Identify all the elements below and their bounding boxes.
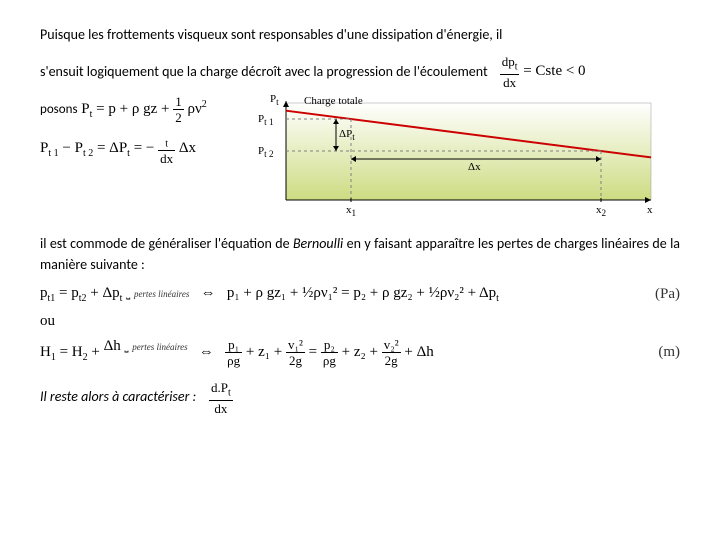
eqm-v2: v₂² <box>382 338 401 353</box>
eqpa-brace-label: pertes linéaires <box>134 289 189 299</box>
intro-line-1: Puisque les frottements visqueux sont re… <box>40 24 680 45</box>
eqm-z2: + z₂ + <box>342 344 382 360</box>
eqpa-lhs1: p <box>40 285 48 301</box>
intro-line-2-row: s'ensuit logiquement que la charge décro… <box>40 55 680 89</box>
pt-frac-den: 2 <box>173 110 184 124</box>
pt-sub: t <box>90 109 93 120</box>
chart-pt2: Pt 2 <box>258 145 274 159</box>
diff-eq2: = − <box>134 140 155 156</box>
eqpa-lhs2-sub: t2 <box>79 293 87 304</box>
diff-lhs-a-sub: t 1 <box>48 148 58 159</box>
eqm-iff: ⇔ <box>199 344 214 360</box>
eq-dptdx-den: dx <box>500 75 520 89</box>
eq-dptdx: dpt dx = Cste < 0 <box>500 55 586 89</box>
eqpa-lhs1-sub: t1 <box>48 293 56 304</box>
footer-num: d.P <box>211 380 228 395</box>
eqpa-unit: (Pa) <box>655 286 680 303</box>
eqpa-rhs-tail-sub: t <box>496 293 499 304</box>
eqm-2g1: 2g <box>286 353 305 367</box>
eqm-eqs: = H <box>60 344 83 360</box>
eqm-brace-label: pertes linéaires <box>132 342 187 352</box>
diff-lhs-b-sub: t 2 <box>83 148 93 159</box>
eqm-eq: = <box>309 344 321 360</box>
chart-x1: x1 <box>346 204 356 218</box>
diff-lhs-b: P <box>75 140 83 156</box>
pt-frac-num: 1 <box>173 95 184 110</box>
chart-x2: x2 <box>596 204 606 218</box>
left-definitions: posons Pt = p + ρ gz + 12 ρν2 Pt 1 − Pt … <box>40 95 225 174</box>
eqm-plus: + <box>91 344 103 360</box>
diff-tail: Δx <box>179 140 196 156</box>
intro-line-2: s'ensuit logiquement que la charge décro… <box>40 63 488 80</box>
eqm-v1: v₁² <box>286 338 305 353</box>
eqm-lhs1-sub: 1 <box>51 352 56 363</box>
chart-pt1: Pt 1 <box>258 113 274 127</box>
eqm-p1: p₁ <box>225 338 242 353</box>
pt-rhs-b: ρν <box>187 101 201 117</box>
figure-block: posons Pt = p + ρ gz + 12 ρν2 Pt 1 − Pt … <box>40 95 680 225</box>
chart: Charge totale Pt Pt 1 Pt 2 ΔPt Δx x1 x2 x <box>241 95 661 225</box>
eqm-rhog1: ρg <box>225 353 242 367</box>
diff-eq-sub: t <box>127 148 130 159</box>
eqm-2g2: 2g <box>382 353 401 367</box>
diff-minus: − <box>62 140 74 156</box>
pt-exp: 2 <box>202 99 207 110</box>
ou-label: ou <box>40 310 680 333</box>
eqpa-plus: + <box>90 285 102 301</box>
chart-dx: Δx <box>468 161 481 173</box>
eqpa-brace-sub: t <box>120 293 123 304</box>
eqpa-eqs: = p <box>59 285 79 301</box>
eqm-lhs1: H <box>40 344 51 360</box>
eqm-z1: + z₁ + <box>246 344 286 360</box>
eq-pa-row: pt1 = pt2 + Δpt ⎵ pertes linéaires ⇔ p₁ … <box>40 285 680 304</box>
eqpa-brace: Δp <box>103 285 120 301</box>
diff-frac-num-sub: t <box>165 138 168 149</box>
chart-title: Charge totale <box>304 95 363 107</box>
pt-rhs-a: = p + ρ gz + <box>96 101 169 117</box>
para2: il est commode de généraliser l'équation… <box>40 233 680 275</box>
footer-den: dx <box>209 401 233 415</box>
eqm-lhs2-sub: 2 <box>83 352 88 363</box>
diff-eq: = ΔP <box>97 140 127 156</box>
footer-label: Il reste alors à caractériser : <box>40 388 196 405</box>
chart-dpt: ΔPt <box>339 128 355 142</box>
eq-m-row: H1 = H2 + Δh ⎵ pertes linéaires ⇔ p₁ρg +… <box>40 338 680 367</box>
eqpa-iff: ⇔ <box>201 285 216 301</box>
chart-ylabel: Pt <box>270 93 279 107</box>
underbrace-icon: ⎵ <box>126 289 130 300</box>
eq-dptdx-rhs: = Cste < 0 <box>523 63 585 79</box>
diff-frac-den: dx <box>158 151 175 165</box>
eqm-tail: + Δh <box>404 344 433 360</box>
posons-label: posons <box>40 102 78 117</box>
eq-dptdx-num: dp <box>502 54 515 69</box>
eq-dptdx-num-sub: t <box>515 62 518 73</box>
footer-row: Il reste alors à caractériser : d.Pt dx <box>40 381 680 415</box>
eqm-rhog2: ρg <box>321 353 338 367</box>
eqm-brace: Δh <box>104 338 121 354</box>
eqm-p2: p₂ <box>321 338 338 353</box>
eqpa-rhs: p₁ + ρ gz₁ + ½ρν₁² = p₂ + ρ gz₂ + ½ρν₂² … <box>227 285 496 301</box>
chart-xaxis: x <box>647 204 653 216</box>
underbrace-icon: ⎵ <box>125 342 129 353</box>
pt-sym: P <box>81 101 89 117</box>
footer-num-sub: t <box>228 388 231 399</box>
eqm-unit: (m) <box>658 344 680 361</box>
